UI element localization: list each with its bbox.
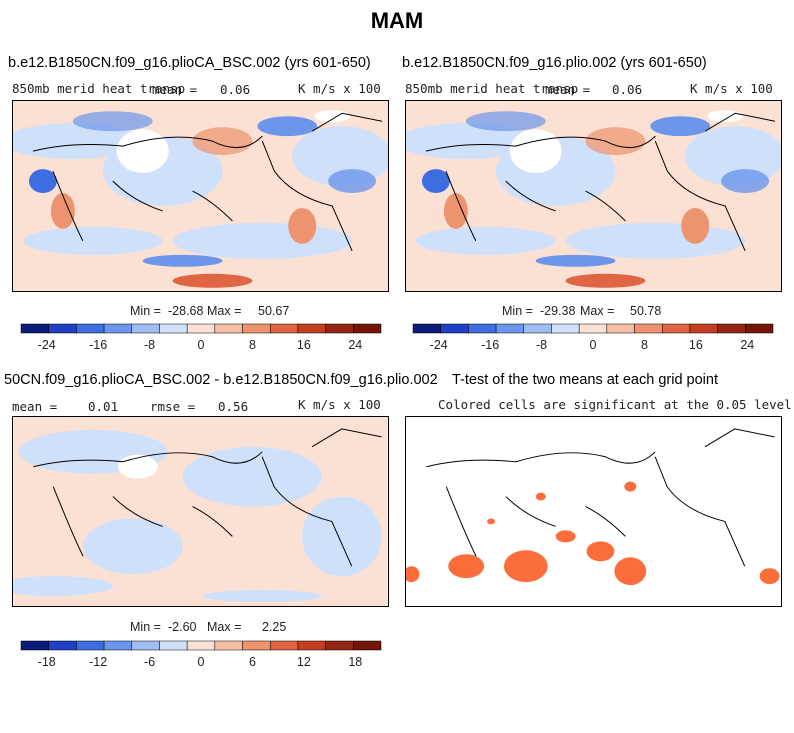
panel1-colorbar-swatch <box>20 323 49 334</box>
panel2-colorbar-tick-label: -8 <box>536 338 547 352</box>
panel1-colorbar-swatch <box>103 323 133 334</box>
panel3-colorbar-tick-label: 0 <box>198 655 205 669</box>
panel2-colorbar-swatch <box>523 323 552 334</box>
panel2-colorbar-swatch <box>495 323 525 334</box>
panel3-colorbar-swatch <box>353 640 382 651</box>
panel3-rmse-value: 0.56 <box>218 399 249 414</box>
panel3-colorbar-swatch <box>48 640 77 651</box>
panel2-colorbar-swatch <box>440 323 469 334</box>
panel2-colorbar-tick-label: -16 <box>481 338 499 352</box>
panel1-colorbar-swatch <box>325 323 354 334</box>
panel2-colorbar-swatch <box>745 323 774 334</box>
panel2-colorbar-swatch <box>661 323 691 334</box>
panel2-colorbar-tick-label: -24 <box>430 338 448 352</box>
panel3-colorbar-tick-label: -12 <box>89 655 107 669</box>
panel3-colorbar-tick-label: 12 <box>297 655 311 669</box>
panel4-subtitle: Colored cells are significant at the 0.0… <box>438 397 792 412</box>
panel3-colorbar-swatch <box>103 640 133 651</box>
panel1-colorbar-tick-label: 24 <box>348 338 362 352</box>
panel2-colorbar-tick-label: 24 <box>740 338 754 352</box>
panel1-colorbar-swatch <box>48 323 77 334</box>
panel2-colorbar-swatch <box>578 323 608 334</box>
panel3-colorbar-tick-label: -18 <box>38 655 56 669</box>
panel2-units: K m/s x 100 <box>690 81 773 96</box>
panel4-title: T-test of the two means at each grid poi… <box>452 372 718 388</box>
panel1-min-value: -28.68 <box>168 304 204 318</box>
panel2-colorbar-swatch <box>551 323 580 334</box>
panel1-title: b.e12.B1850CN.f09_g16.plioCA_BSC.002 (yr… <box>8 55 371 71</box>
panel3-colorbar-swatch <box>214 640 243 651</box>
panel1-units: K m/s x 100 <box>298 81 381 96</box>
panel2-min-label: Min = <box>502 304 533 318</box>
panel2-colorbar-swatch <box>606 323 635 334</box>
panel2-map <box>405 100 782 292</box>
panel1-colorbar-swatch <box>353 323 382 334</box>
panel1-colorbar-swatch <box>214 323 243 334</box>
panel1-min-label: Min = <box>130 304 161 318</box>
panel1-max-value: 50.67 <box>258 304 290 318</box>
panel1-mean-value: 0.06 <box>220 82 251 97</box>
panel4-map <box>405 416 782 607</box>
panel3-colorbar-swatch <box>186 640 216 651</box>
panel1-colorbar-swatch <box>269 323 299 334</box>
panel3-min-value: -2.60 <box>168 620 197 634</box>
panel3-mean-label: mean = <box>12 399 58 414</box>
panel1-variable: 850mb merid heat transp <box>12 81 186 96</box>
panel1-colorbar-tick-label: -8 <box>144 338 155 352</box>
panel1-colorbar-tick-label: 8 <box>249 338 256 352</box>
panel3-colorbar-swatch <box>297 640 326 651</box>
panel2-colorbar-tick-label: 16 <box>689 338 703 352</box>
panel3-colorbar-swatch <box>76 640 105 651</box>
panel1-colorbar-swatch <box>186 323 216 334</box>
panel3-colorbar-swatch <box>159 640 188 651</box>
panel3-colorbar-tick-label: -6 <box>144 655 155 669</box>
panel3-colorbar-swatch <box>20 640 49 651</box>
panel3-min-label: Min = <box>130 620 161 634</box>
panel1-colorbar-tick-label: 16 <box>297 338 311 352</box>
panel3-max-label: Max = <box>207 620 242 634</box>
panel1-max-label: Max = <box>207 304 242 318</box>
panel2-mean-value: 0.06 <box>612 82 643 97</box>
panel2-max-value: 50.78 <box>630 304 662 318</box>
panel3-colorbar: -18 -12 -6 0 6 12 18 <box>20 640 382 673</box>
panel3-max-value: 2.25 <box>262 620 287 634</box>
panel1-colorbar-swatch <box>242 323 271 334</box>
panel3-colorbar-tick-label: 6 <box>249 655 256 669</box>
panel3-title: 50CN.f09_g16.plioCA_BSC.002 - b.e12.B185… <box>4 372 438 388</box>
panel3-colorbar-swatch <box>242 640 271 651</box>
panel2-colorbar-swatch <box>468 323 497 334</box>
panel2-colorbar-swatch <box>634 323 663 334</box>
panel1-colorbar-swatch <box>131 323 160 334</box>
panel2-colorbar-swatch <box>412 323 441 334</box>
panel2-min-value: -29.38 <box>540 304 576 318</box>
panel1-colorbar-swatch <box>159 323 188 334</box>
panel3-colorbar-swatch <box>131 640 160 651</box>
panel2-title: b.e12.B1850CN.f09_g16.plio.002 (yrs 601-… <box>402 55 707 71</box>
panel1-colorbar: -24 -16 -8 0 8 16 24 <box>20 323 382 356</box>
panel2-max-label: Max = <box>580 304 615 318</box>
panel2-colorbar-tick-label: 0 <box>590 338 597 352</box>
panel1-colorbar-swatch <box>76 323 105 334</box>
panel3-colorbar-swatch <box>325 640 354 651</box>
panel2-mean-label: mean = <box>545 82 591 97</box>
panel3-map <box>12 416 389 607</box>
panel3-colorbar-tick-label: 18 <box>348 655 362 669</box>
panel1-colorbar-tick-label: -16 <box>89 338 107 352</box>
panel2-colorbar-swatch <box>689 323 718 334</box>
page-title: MAM <box>370 8 424 33</box>
panel3-units: K m/s x 100 <box>298 397 381 412</box>
panel2-colorbar-tick-label: 8 <box>641 338 648 352</box>
panel1-colorbar-tick-label: 0 <box>198 338 205 352</box>
panel2-colorbar-swatch <box>717 323 746 334</box>
panel1-map <box>12 100 389 292</box>
panel1-colorbar-tick-label: -24 <box>38 338 56 352</box>
panel1-colorbar-swatch <box>297 323 326 334</box>
panel2-variable: 850mb merid heat transp <box>405 81 579 96</box>
panel3-mean-value: 0.01 <box>88 399 119 414</box>
panel1-mean-label: mean = <box>152 82 198 97</box>
panel3-rmse-label: rmse = <box>150 399 196 414</box>
panel2-colorbar: -24 -16 -8 0 8 16 24 <box>412 323 774 356</box>
panel3-colorbar-swatch <box>269 640 299 651</box>
